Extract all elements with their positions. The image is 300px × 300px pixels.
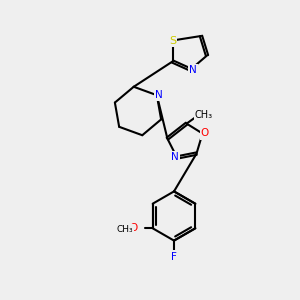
Text: F: F: [171, 251, 177, 262]
Text: O: O: [130, 223, 138, 233]
Text: O: O: [201, 128, 209, 139]
Text: CH₃: CH₃: [116, 225, 133, 234]
Text: N: N: [171, 152, 178, 163]
Text: S: S: [169, 35, 176, 46]
Text: CH₃: CH₃: [195, 110, 213, 120]
Text: N: N: [155, 90, 163, 100]
Text: N: N: [189, 64, 197, 75]
